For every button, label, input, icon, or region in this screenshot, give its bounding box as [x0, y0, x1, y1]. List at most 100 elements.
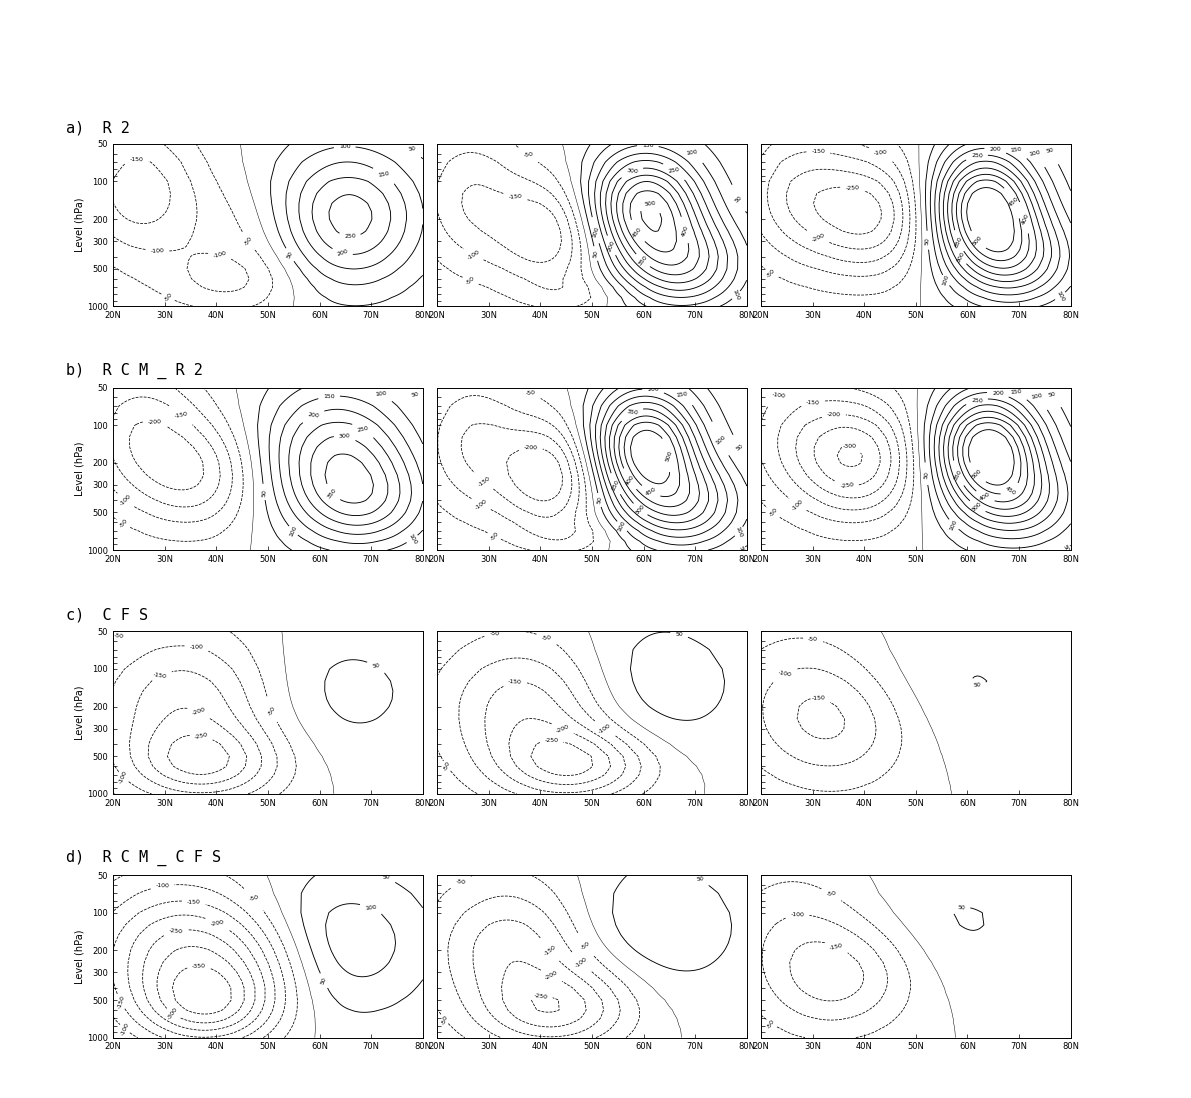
- Text: -300: -300: [842, 444, 856, 448]
- Text: -50: -50: [248, 895, 260, 903]
- Text: 100: 100: [288, 525, 298, 537]
- Text: -150: -150: [187, 899, 201, 905]
- Y-axis label: Level (hPa): Level (hPa): [75, 685, 85, 740]
- Text: 50: 50: [958, 905, 966, 911]
- Text: -150: -150: [509, 194, 523, 201]
- Text: -250: -250: [168, 928, 183, 934]
- Text: 200: 200: [307, 412, 319, 418]
- Text: 200: 200: [336, 249, 349, 257]
- Text: 100: 100: [715, 435, 727, 446]
- Text: -250: -250: [544, 738, 559, 743]
- Text: -250: -250: [534, 993, 549, 999]
- Text: 100: 100: [731, 289, 741, 301]
- Text: 250: 250: [344, 234, 356, 239]
- Text: 100: 100: [686, 149, 698, 156]
- Text: 50: 50: [737, 545, 746, 554]
- Text: -200: -200: [544, 971, 559, 982]
- Text: -50: -50: [490, 630, 499, 636]
- Text: -100: -100: [873, 150, 888, 156]
- Text: -50: -50: [767, 1018, 777, 1029]
- Text: 100: 100: [592, 225, 600, 238]
- Text: 300: 300: [635, 504, 646, 516]
- Text: -350: -350: [192, 963, 206, 968]
- Text: 150: 150: [1010, 147, 1022, 153]
- Text: a)  R 2: a) R 2: [66, 120, 130, 135]
- Text: -250: -250: [194, 732, 208, 740]
- Text: -50: -50: [441, 1015, 449, 1026]
- Text: -300: -300: [167, 1007, 179, 1021]
- Text: 300: 300: [956, 250, 966, 264]
- Text: -200: -200: [827, 413, 841, 417]
- Text: 50: 50: [1048, 391, 1056, 397]
- Text: -100: -100: [118, 770, 129, 785]
- Text: -150: -150: [829, 942, 844, 951]
- Text: -200: -200: [524, 445, 538, 450]
- Text: -150: -150: [117, 995, 125, 1010]
- Text: -100: -100: [467, 249, 481, 260]
- Y-axis label: Level (hPa): Level (hPa): [75, 441, 85, 496]
- Text: 150: 150: [323, 394, 335, 400]
- Text: 250: 250: [611, 479, 621, 491]
- Text: 50: 50: [923, 471, 929, 479]
- Text: d)  R C M _ C F S: d) R C M _ C F S: [66, 850, 220, 866]
- Text: -150: -150: [130, 157, 144, 163]
- Text: 350: 350: [326, 488, 338, 500]
- Y-axis label: Level (hPa): Level (hPa): [75, 929, 85, 984]
- Text: 350: 350: [626, 410, 638, 416]
- Text: 250: 250: [668, 167, 680, 175]
- Text: 450: 450: [632, 226, 643, 238]
- Text: 250: 250: [971, 397, 983, 403]
- Text: -150: -150: [806, 400, 821, 405]
- Text: -200: -200: [811, 233, 825, 243]
- Text: -100: -100: [791, 912, 804, 918]
- Text: -100: -100: [120, 1021, 130, 1037]
- Text: -50: -50: [113, 632, 124, 639]
- Text: 400: 400: [681, 225, 690, 237]
- Text: -100: -100: [212, 250, 227, 259]
- Text: -100: -100: [574, 956, 588, 968]
- Text: 300: 300: [626, 168, 638, 175]
- Text: 200: 200: [647, 388, 659, 392]
- Text: -250: -250: [840, 482, 854, 489]
- Text: -50: -50: [523, 152, 534, 158]
- Text: -50: -50: [490, 530, 499, 541]
- Text: 350: 350: [637, 255, 648, 267]
- Text: 50: 50: [409, 146, 417, 153]
- Text: 100: 100: [339, 144, 350, 149]
- Text: 200: 200: [607, 239, 616, 253]
- Text: 100: 100: [364, 905, 376, 911]
- Text: 100: 100: [375, 391, 387, 396]
- Text: 150: 150: [642, 143, 654, 147]
- Text: 100: 100: [735, 525, 743, 538]
- Text: -50: -50: [768, 507, 779, 518]
- Text: 350: 350: [953, 469, 964, 481]
- Text: 100: 100: [407, 533, 418, 546]
- Text: -200: -200: [192, 707, 206, 717]
- Text: -150: -150: [811, 696, 825, 702]
- Text: -100: -100: [778, 670, 792, 677]
- Text: c)  C F S: c) C F S: [66, 607, 148, 623]
- Text: 50: 50: [1061, 544, 1070, 553]
- Text: 50: 50: [1046, 148, 1054, 155]
- Text: 50: 50: [411, 392, 419, 399]
- Text: -50: -50: [525, 390, 536, 396]
- Text: -200: -200: [555, 724, 570, 733]
- Text: -50: -50: [455, 878, 466, 885]
- Text: 50: 50: [593, 249, 599, 258]
- Text: 250: 250: [356, 426, 369, 434]
- Text: -50: -50: [466, 276, 476, 287]
- Text: 500: 500: [644, 200, 656, 206]
- Text: 50: 50: [696, 876, 704, 882]
- Text: -100: -100: [189, 645, 204, 650]
- Text: 450: 450: [644, 486, 656, 497]
- Text: -100: -100: [150, 248, 164, 254]
- Text: 300: 300: [338, 434, 351, 439]
- Text: 50: 50: [320, 976, 328, 986]
- Text: 400: 400: [1021, 213, 1030, 225]
- Text: -100: -100: [791, 498, 804, 512]
- Text: 300: 300: [971, 501, 983, 513]
- Text: 400: 400: [624, 474, 635, 486]
- Text: -100: -100: [156, 884, 169, 888]
- Text: -100: -100: [119, 494, 132, 507]
- Text: b)  R C M _ R 2: b) R C M _ R 2: [66, 362, 202, 379]
